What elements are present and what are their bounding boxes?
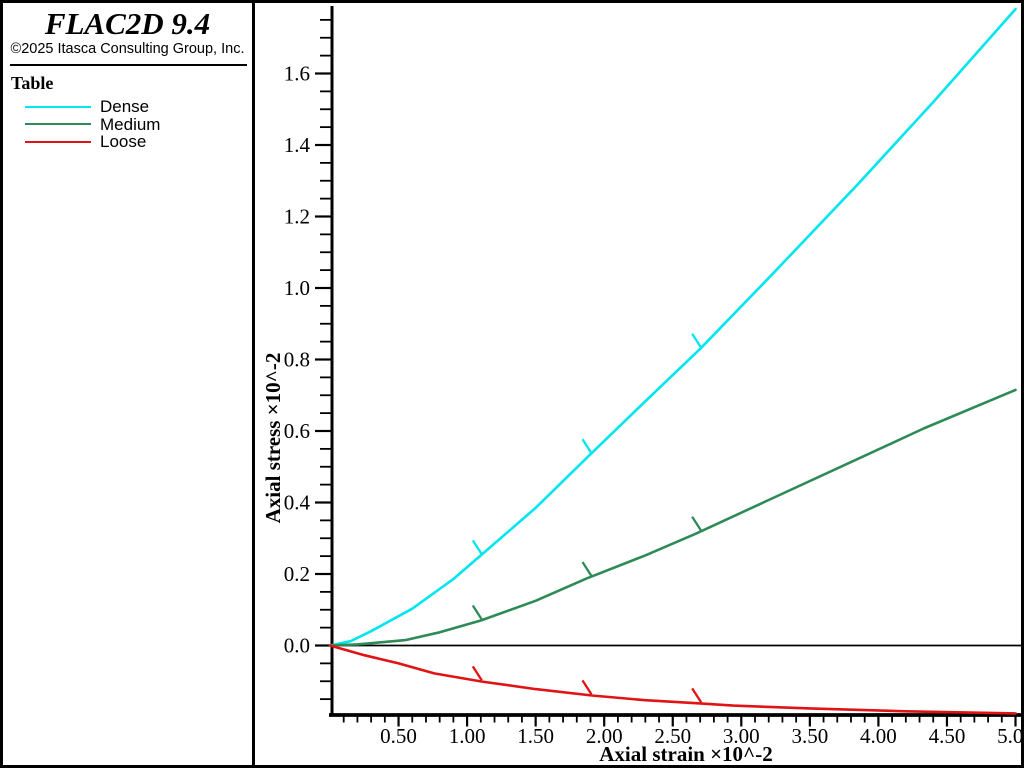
legend-item-loose: Loose — [25, 133, 252, 151]
svg-text:0.2: 0.2 — [284, 562, 310, 586]
svg-text:0.6: 0.6 — [284, 419, 310, 443]
svg-text:1.50: 1.50 — [517, 724, 554, 748]
svg-text:0.50: 0.50 — [380, 724, 417, 748]
svg-text:0.0: 0.0 — [284, 634, 310, 658]
stress-strain-chart: 0.0 0.2 0.4 0.6 0.8 1.0 1.2 1.4 1.6 0.50 1.00 1.50 2… — [261, 6, 1024, 766]
svg-text:0.4: 0.4 — [284, 491, 311, 515]
svg-text:0.8: 0.8 — [284, 348, 310, 372]
svg-text:2.00: 2.00 — [586, 724, 623, 748]
info-panel: FLAC2D 9.4 ©2025 Itasca Consulting Group… — [3, 3, 255, 765]
series-medium — [328, 388, 1017, 647]
dense-line-swatch — [25, 105, 91, 108]
svg-text:4.00: 4.00 — [860, 724, 897, 748]
y-axis-title: Axial stress ×10^-2 — [261, 353, 285, 524]
legend-label-dense: Dense — [100, 97, 150, 117]
loose-line-swatch — [25, 140, 91, 143]
svg-text:1.6: 1.6 — [284, 62, 310, 86]
svg-text:2.50: 2.50 — [654, 724, 691, 748]
app-title: FLAC2D 9.4 — [44, 6, 211, 41]
svg-text:4.50: 4.50 — [929, 724, 966, 748]
legend-label-loose: Loose — [100, 132, 147, 152]
copyright-text: ©2025 Itasca Consulting Group, Inc. — [10, 41, 245, 57]
svg-text:1.0: 1.0 — [284, 276, 310, 300]
svg-text:1.00: 1.00 — [449, 724, 486, 748]
svg-text:3.00: 3.00 — [723, 724, 760, 748]
x-axis-title: Axial strain ×10^-2 — [599, 742, 773, 766]
svg-text:1.4: 1.4 — [284, 133, 311, 157]
legend-item-medium: Medium — [25, 116, 252, 134]
svg-text:5.00: 5.00 — [997, 724, 1024, 748]
panel-divider — [10, 64, 247, 66]
medium-line-swatch — [25, 123, 91, 126]
svg-text:3.50: 3.50 — [791, 724, 828, 748]
svg-text:1.2: 1.2 — [284, 205, 310, 229]
legend-label-medium: Medium — [100, 114, 161, 134]
series-loose — [328, 644, 1017, 715]
legend-title: Table — [11, 73, 54, 93]
axes: 0.0 0.2 0.4 0.6 0.8 1.0 1.2 1.4 1.6 0.50 1.00 1.50 2… — [261, 6, 1024, 766]
series-dense — [328, 7, 1017, 647]
legend-item-dense: Dense — [25, 98, 252, 116]
